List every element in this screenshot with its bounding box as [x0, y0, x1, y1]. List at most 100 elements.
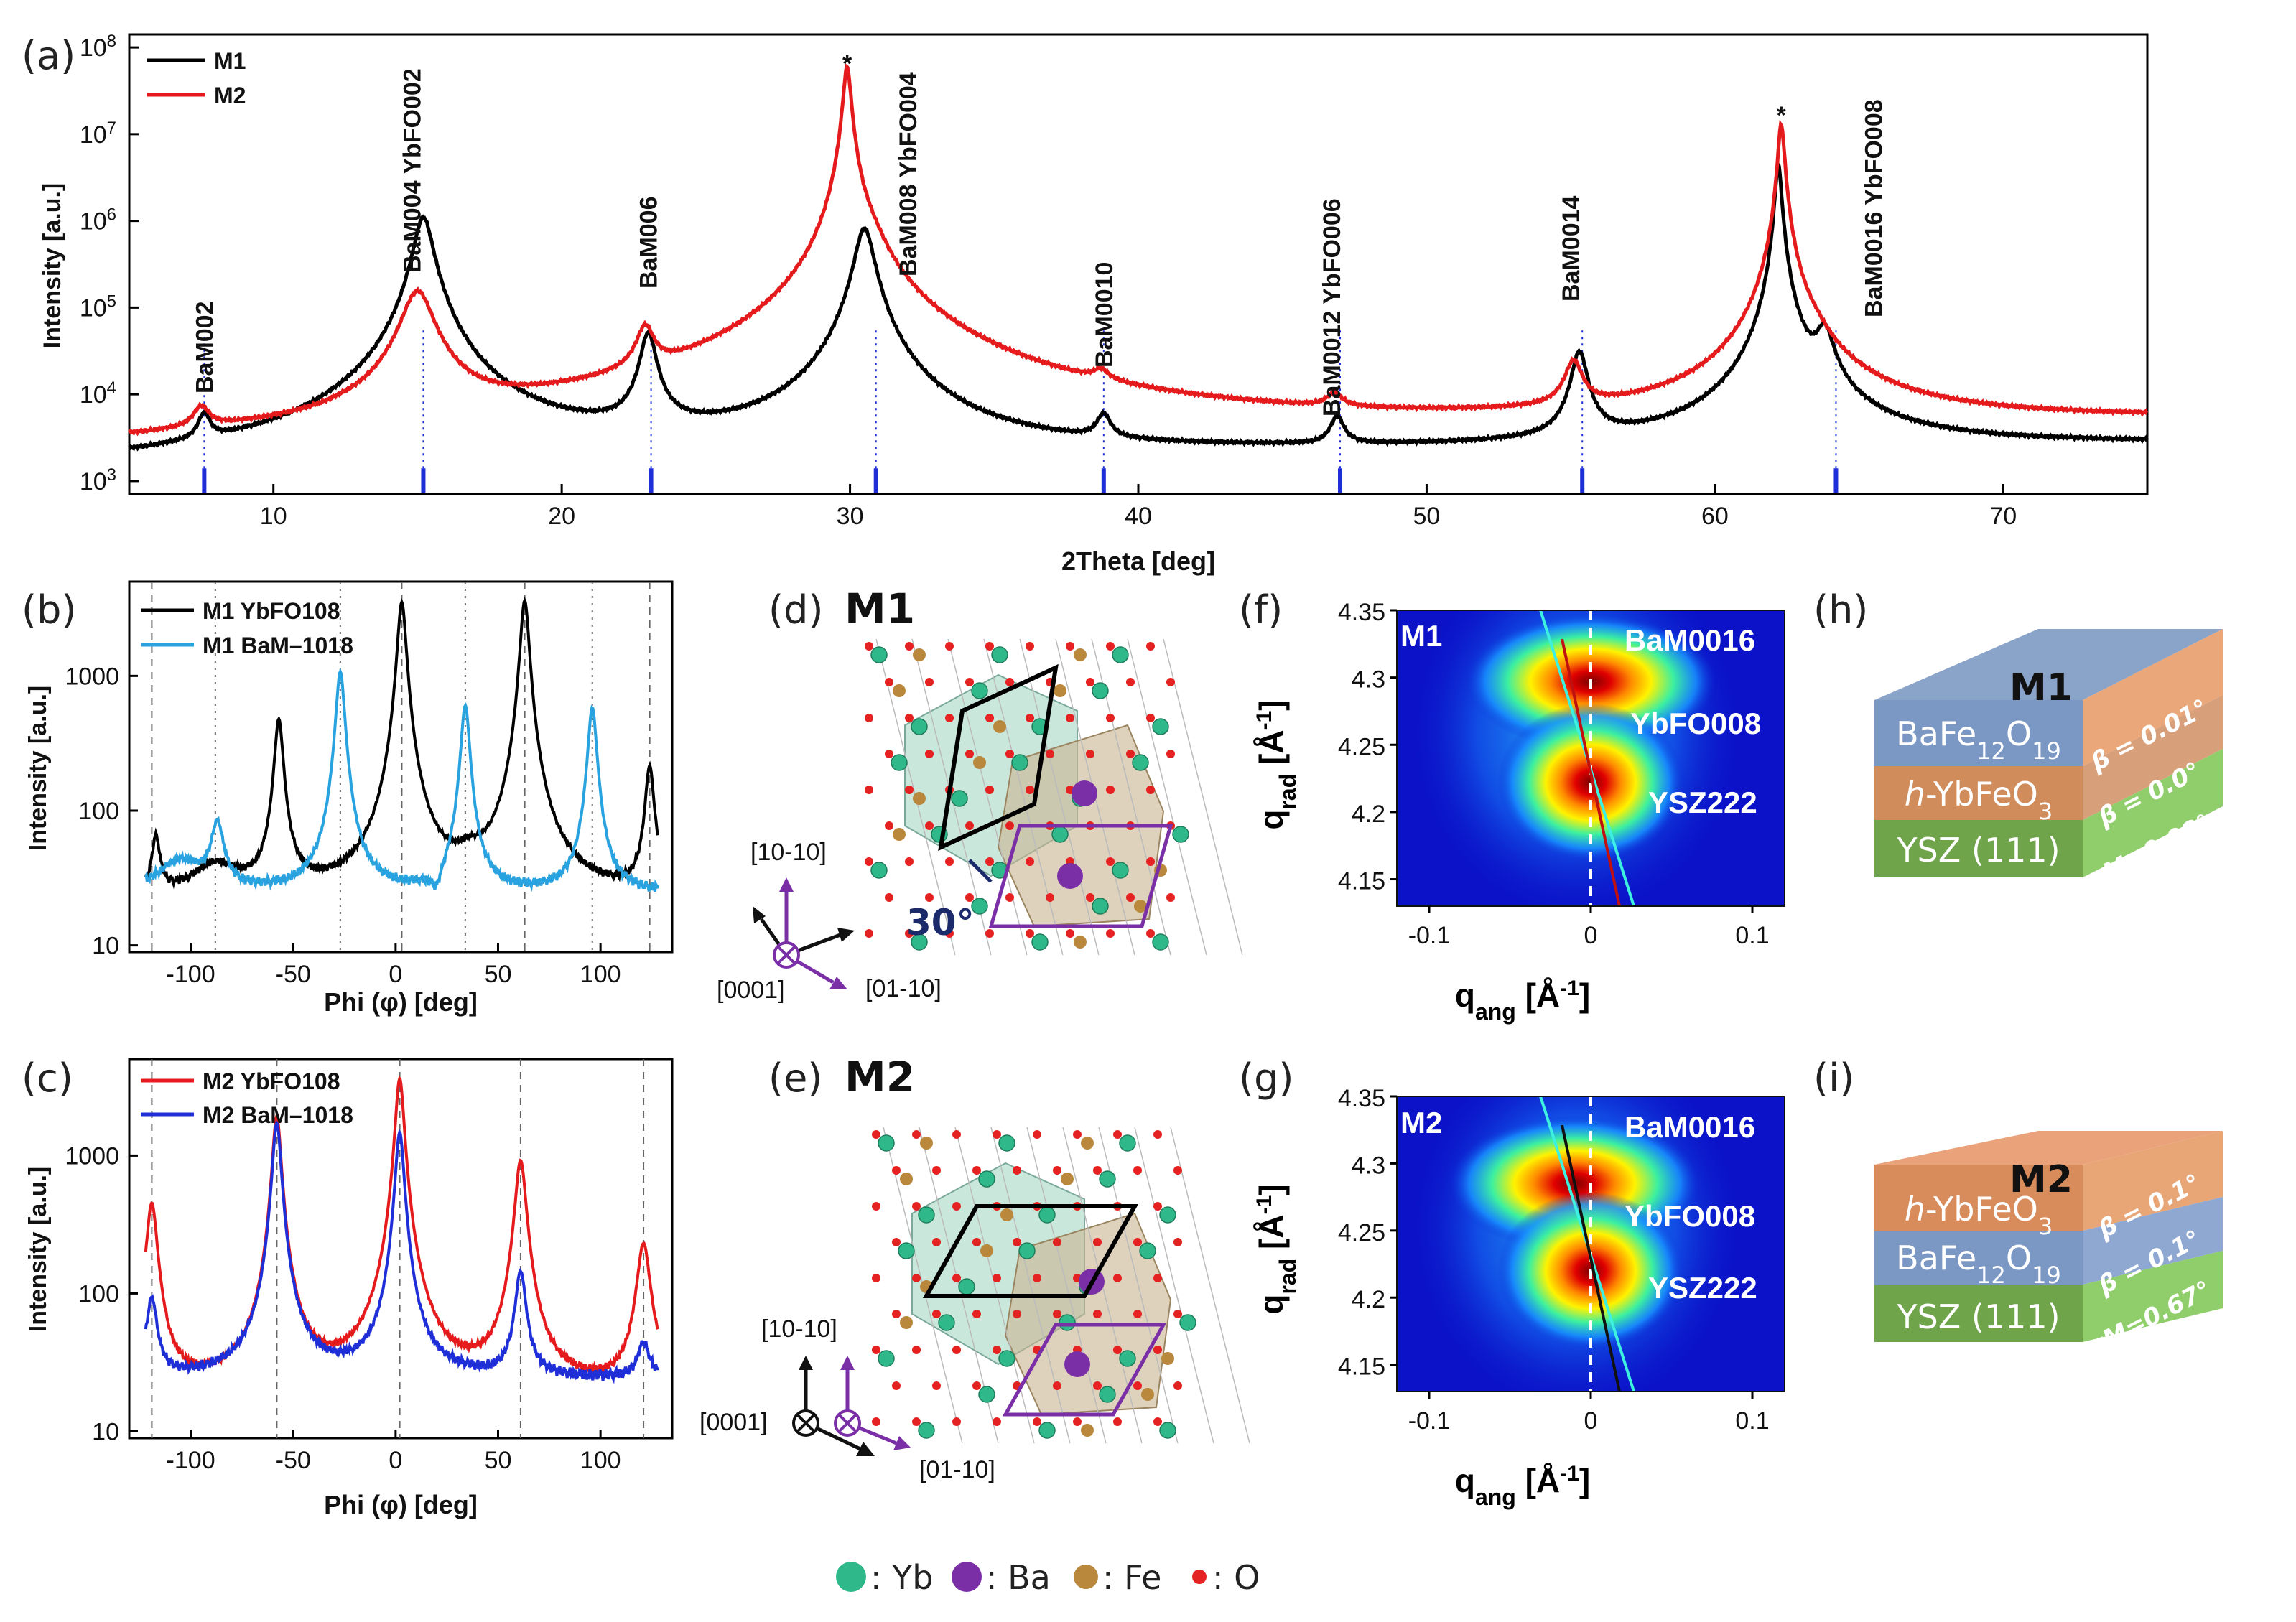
- stack-i-title: M2: [2009, 1158, 2073, 1201]
- o-atom: [972, 1238, 981, 1246]
- o-atom: [965, 821, 974, 830]
- yb-atom: [1139, 1242, 1156, 1259]
- chart-a-reference-lines: [202, 327, 1839, 493]
- o-atom: [925, 678, 934, 686]
- o-atom: [1093, 1238, 1102, 1246]
- lattice-line-3: [990, 1127, 1071, 1444]
- lattice-line-2: [954, 1127, 1035, 1444]
- stack-h: M1 BaFe12O19 h-YbFeO3 YSZ (111) β = 0.01…: [1874, 629, 2223, 895]
- o-atom: [1073, 1417, 1082, 1426]
- fe-atom: [900, 1173, 913, 1185]
- o-atom: [1086, 893, 1094, 902]
- chart-b-legend: M1 YbFO108 M1 BaM–1018: [141, 598, 353, 658]
- ybfo-unit-cell: [938, 663, 1059, 852]
- o-atom: [1173, 1166, 1182, 1175]
- o-atom: [1046, 750, 1054, 758]
- stack-i-side-top: [2083, 1131, 2223, 1231]
- o-atom: [1146, 786, 1155, 794]
- chart-c-frame: [128, 1058, 674, 1440]
- fe-atom: [973, 756, 986, 769]
- o-atom: [1093, 1310, 1102, 1318]
- peak-annotation-7: BaM0016 YbFO008: [1861, 99, 1888, 317]
- o-atom: [993, 1417, 1001, 1426]
- o-atom: [1166, 678, 1175, 686]
- o-atom: [872, 1346, 880, 1354]
- o-atom: [912, 1202, 921, 1211]
- xtick-label-2: 0: [389, 1447, 402, 1474]
- o-atom: [1153, 1417, 1162, 1426]
- ba-atom-2: [1064, 1351, 1090, 1377]
- o-atom: [892, 1310, 901, 1318]
- angle-arrow: [968, 859, 993, 883]
- lattice-line-7: [1134, 1127, 1214, 1444]
- series-1-line: [144, 667, 659, 892]
- structure-e-lattice: [872, 1127, 1250, 1444]
- o-atom: [1133, 1381, 1142, 1390]
- yb-atom: [1092, 682, 1109, 699]
- fe-atom: [1081, 1424, 1094, 1437]
- o-atom: [1066, 929, 1074, 938]
- yb-atom: [1038, 1422, 1056, 1439]
- o-atom: [1106, 857, 1115, 866]
- e-dir-a-label: [10-10]: [761, 1315, 837, 1343]
- yb-atom: [1119, 1134, 1136, 1152]
- stack-i: M2 h-YbFeO3 BaFe12O19 YSZ (111) β = 0.1°…: [1874, 1131, 2223, 1361]
- o-atom: [1086, 678, 1094, 686]
- xtick-label-4: 100: [580, 1447, 621, 1474]
- rsm-g-ylabel: qrad [Å-1]: [1252, 1184, 1301, 1314]
- o-atom: [1173, 1381, 1182, 1390]
- rsm-f-peak-ybfo: YbFO008: [1630, 707, 1761, 740]
- o-atom: [965, 750, 974, 758]
- o-atom: [932, 1310, 941, 1318]
- fe-atom: [1000, 1208, 1013, 1221]
- o-atom: [1073, 1130, 1082, 1139]
- o-atom: [1133, 1238, 1142, 1246]
- ytick-label-3: 4.2: [1352, 801, 1385, 828]
- o-atom: [1126, 750, 1135, 758]
- o-atom: [905, 929, 914, 938]
- peak-annotation-3: BaM008 YbFO004: [895, 72, 922, 276]
- peak-annotation-0: BaM002: [191, 301, 218, 393]
- o-atom: [1106, 642, 1115, 651]
- yb-atom: [1038, 1206, 1056, 1224]
- yb-atom: [918, 1206, 935, 1224]
- fe-atom: [893, 828, 906, 841]
- yb-atom: [891, 754, 908, 771]
- xtick-label-3: 50: [485, 1447, 512, 1474]
- o-atom: [1066, 714, 1074, 722]
- d-dir-c-label: [0001]: [717, 977, 785, 1004]
- yb-atom: [978, 1386, 995, 1403]
- fe-atom: [1074, 648, 1087, 661]
- stack-h-side-sub: [2083, 749, 2223, 877]
- ba-atom-2: [1057, 863, 1083, 889]
- yb-atom: [898, 1242, 915, 1259]
- o-atom: [1173, 1238, 1182, 1246]
- xtick-label-3: 50: [485, 961, 512, 988]
- ytick-label-7: 107: [80, 118, 116, 149]
- o-atom: [865, 857, 873, 866]
- o-atom: [993, 1130, 1001, 1139]
- ytick-label-4: 4.15: [1338, 868, 1385, 895]
- peak-annotation-6: BaM0014: [1558, 195, 1585, 302]
- o-atom: [905, 714, 914, 722]
- legend-m2-bam-label: M2 BaM–1018: [203, 1102, 353, 1128]
- series-m2-line: [128, 63, 2149, 437]
- yb-atom: [938, 1314, 955, 1331]
- o-atom: [912, 1346, 921, 1354]
- o-atom: [1146, 857, 1155, 866]
- structure-e-axes: [10-10] [01-10] [0001]: [700, 1315, 995, 1483]
- ytick-label-8: 108: [80, 32, 116, 62]
- o-atom: [1113, 1417, 1122, 1426]
- ytick-label-4: 104: [80, 378, 116, 409]
- o-atom: [892, 1166, 901, 1175]
- o-atom: [1013, 1166, 1021, 1175]
- yb-atom: [1059, 1314, 1076, 1331]
- panel-c-label: (c): [22, 1055, 73, 1101]
- stack-i-layer-mid-front: [1874, 1231, 2083, 1285]
- key-fe-label: : Fe: [1102, 1558, 1161, 1597]
- xtick-label-3: 40: [1125, 503, 1152, 530]
- key-yb-dot: [836, 1562, 866, 1592]
- d-dir-b-label: [01-10]: [865, 975, 942, 1002]
- fe-atom: [893, 684, 906, 697]
- ytick-label-3: 103: [80, 465, 116, 495]
